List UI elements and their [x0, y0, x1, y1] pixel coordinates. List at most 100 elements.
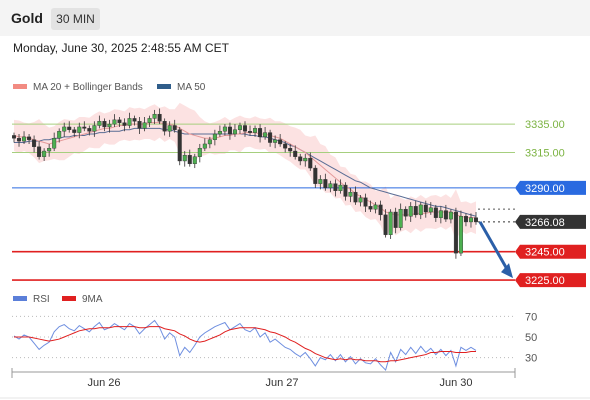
candle-body-1	[17, 138, 22, 142]
candle-body-59	[308, 157, 313, 169]
chart-timestamp: Monday, June 30, 2025 2:48:55 AM CET	[13, 41, 229, 55]
rsi-line	[13, 319, 477, 372]
rsi-legend-label-1: 9MA	[82, 294, 103, 305]
candle-body-50	[263, 132, 268, 138]
level-tag-5	[515, 273, 586, 288]
candle-body-16	[92, 125, 97, 132]
candle-body-85	[438, 210, 443, 218]
level-label-0: 3335.00	[525, 119, 565, 131]
candle-body-91	[468, 217, 473, 223]
candle-body-86	[443, 210, 448, 220]
candle-body-31	[167, 125, 172, 132]
candle-body-46	[242, 125, 247, 132]
candle-body-88	[453, 211, 458, 254]
candle-body-32	[172, 125, 177, 130]
x-axis-label-1: Jun 27	[265, 377, 298, 389]
candle-body-3	[27, 136, 32, 140]
candle-body-27	[147, 118, 152, 123]
candle-body-64	[333, 183, 338, 191]
forecast-arrow-head	[501, 263, 513, 279]
candle-body-73	[378, 204, 383, 216]
candle-body-24	[132, 118, 137, 122]
candle-body-60	[313, 167, 318, 184]
candle-body-8	[52, 138, 57, 149]
candle-body-82	[423, 204, 428, 213]
candle-body-36	[192, 156, 197, 165]
candle-body-10	[62, 126, 67, 132]
candle-body-25	[137, 121, 142, 129]
rsi-tick-1: 50	[525, 332, 537, 344]
candle-body-11	[67, 126, 72, 130]
candle-body-87	[448, 211, 453, 220]
candle-body-44	[232, 129, 237, 135]
candle-body-29	[157, 113, 162, 122]
level-tag-2	[515, 180, 586, 195]
level-label-4: 3245.00	[525, 247, 565, 259]
candle-body-22	[122, 122, 127, 126]
candle-body-84	[433, 207, 438, 218]
candle-body-9	[57, 130, 62, 139]
candle-body-33	[177, 129, 182, 162]
x-axis-label-2: Jun 30	[439, 377, 472, 389]
candle-body-19	[107, 123, 112, 128]
candle-body-52	[273, 139, 278, 143]
candle-body-43	[227, 126, 232, 135]
candle-body-48	[253, 128, 258, 133]
forecast-arrow-line	[478, 221, 509, 270]
rsi-tick-0: 70	[525, 311, 537, 323]
candle-body-63	[328, 183, 333, 189]
candle-body-0	[11, 135, 16, 139]
rsi-tick-2: 30	[525, 353, 537, 365]
candle-body-54	[283, 143, 288, 149]
candle-body-6	[42, 150, 47, 157]
candle-body-34	[182, 155, 187, 162]
legend-label-1: MA 50	[177, 82, 206, 93]
chart-header: Gold 30 MIN	[0, 0, 590, 36]
candle-body-74	[383, 214, 388, 235]
candle-body-23	[127, 118, 132, 126]
level-label-3: 3266.08	[525, 217, 565, 229]
candle-body-28	[152, 113, 157, 119]
candle-body-4	[32, 139, 37, 147]
candle-body-72	[373, 204, 378, 210]
candle-body-17	[97, 121, 102, 126]
candle-body-30	[162, 121, 167, 132]
timeframe-button[interactable]: 30 MIN	[51, 8, 100, 30]
instrument-title: Gold	[11, 10, 43, 26]
candle-body-92	[474, 217, 479, 223]
candle-body-41	[217, 130, 222, 135]
candle-body-90	[463, 216, 468, 223]
candle-body-37	[197, 148, 202, 157]
candle-body-5	[37, 146, 42, 157]
candle-body-40	[212, 133, 217, 140]
candle-body-76	[393, 211, 398, 228]
candle-body-78	[403, 208, 408, 217]
candle-body-55	[288, 148, 293, 152]
candle-body-68	[353, 191, 358, 203]
legend-label-0: MA 20 + Bollinger Bands	[33, 82, 143, 93]
candle-body-53	[278, 139, 283, 145]
candle-body-80	[413, 206, 418, 216]
candle-body-15	[87, 128, 92, 132]
candle-body-83	[428, 207, 433, 213]
candle-body-67	[348, 191, 353, 197]
level-tag-3	[515, 214, 586, 229]
candle-body-12	[72, 129, 77, 133]
rsi-ma9-line	[14, 326, 476, 363]
candle-body-47	[248, 130, 253, 133]
level-label-2: 3290.00	[525, 183, 565, 195]
candle-body-35	[187, 155, 192, 165]
candle-body-2	[22, 136, 27, 142]
candle-body-13	[77, 126, 82, 133]
candle-body-7	[47, 148, 52, 152]
candle-body-62	[323, 179, 328, 189]
candle-body-79	[408, 206, 413, 217]
candle-body-38	[202, 143, 207, 149]
candle-body-89	[458, 216, 463, 254]
candle-body-51	[268, 132, 273, 143]
candle-body-65	[338, 184, 343, 191]
candle-body-81	[418, 204, 423, 216]
candle-body-42	[222, 126, 227, 132]
x-axis-label-0: Jun 26	[87, 377, 120, 389]
